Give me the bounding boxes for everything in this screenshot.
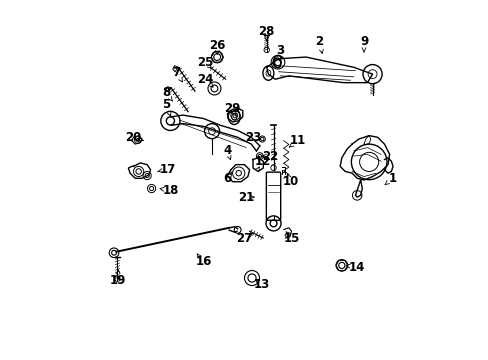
Text: 18: 18 [163,184,179,197]
Text: 1: 1 [388,172,396,185]
Text: 6: 6 [223,172,231,185]
Text: 7: 7 [172,66,180,79]
Text: 14: 14 [348,261,365,274]
Text: 17: 17 [159,163,175,176]
Text: 27: 27 [236,231,252,244]
Text: 2: 2 [315,35,323,48]
Text: 23: 23 [244,131,261,144]
Text: 29: 29 [224,102,240,115]
Text: 10: 10 [282,175,298,188]
Text: 15: 15 [284,231,300,244]
Text: 24: 24 [197,73,213,86]
Text: 4: 4 [223,144,231,157]
Text: 13: 13 [253,278,269,291]
Text: 21: 21 [238,190,254,203]
Text: 5: 5 [162,98,170,111]
Text: 3: 3 [276,44,284,57]
Text: 25: 25 [197,56,213,69]
Text: 28: 28 [258,25,274,38]
Text: 8: 8 [162,86,170,99]
Text: 26: 26 [208,39,225,51]
Text: 19: 19 [110,274,126,287]
Text: 16: 16 [195,256,211,269]
Text: 9: 9 [359,35,367,48]
Text: 20: 20 [125,131,142,144]
Text: 12: 12 [255,155,271,168]
Text: 22: 22 [262,150,278,163]
Text: 11: 11 [289,134,305,147]
